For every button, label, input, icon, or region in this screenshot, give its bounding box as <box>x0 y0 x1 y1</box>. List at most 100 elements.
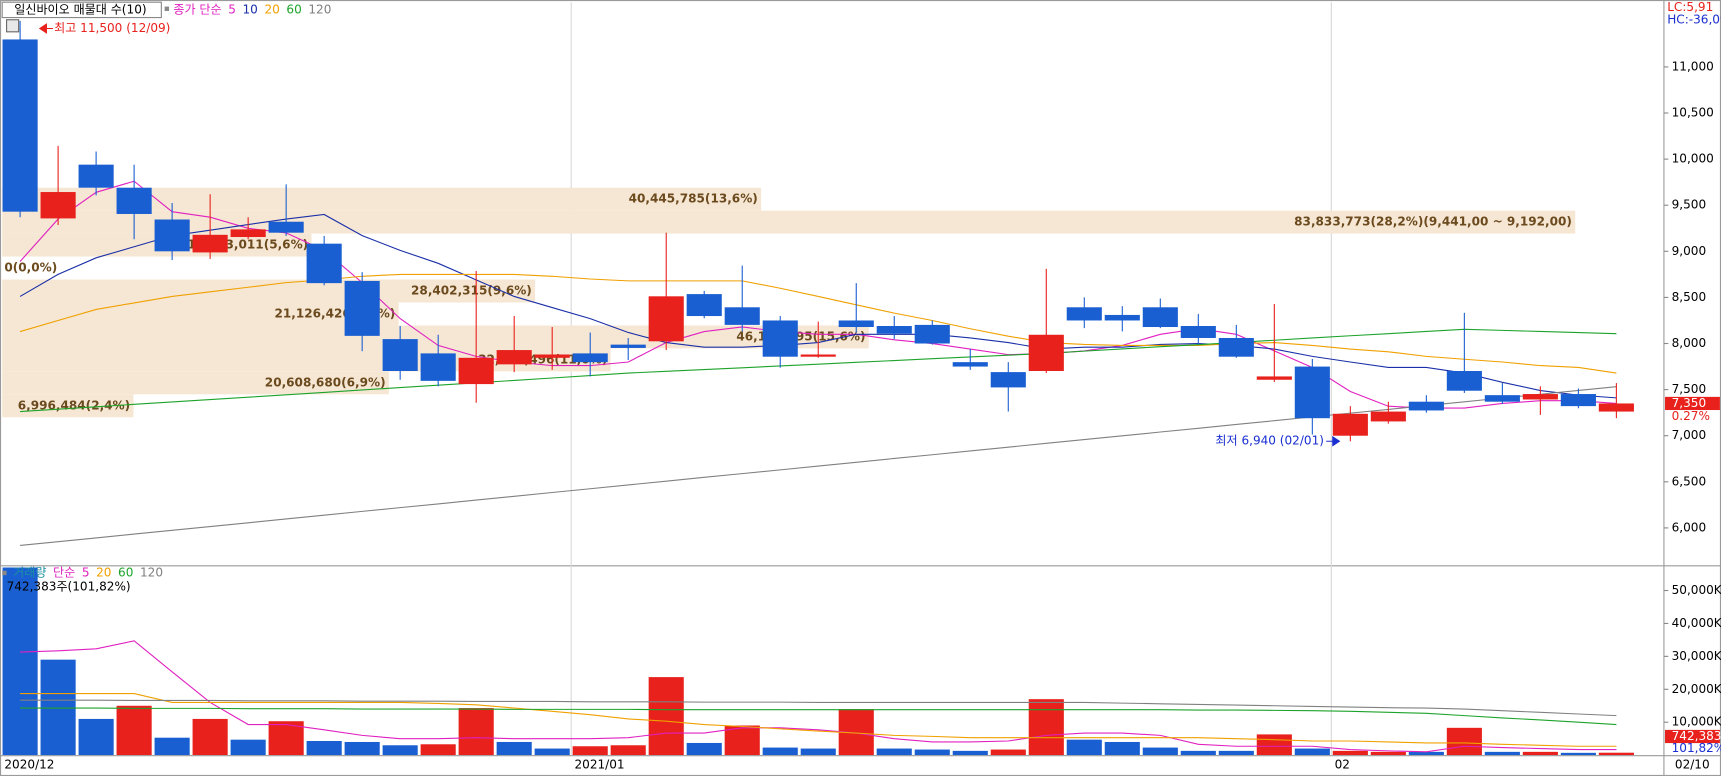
volume-bar <box>876 748 912 756</box>
candle-body <box>610 344 646 348</box>
legend-entry: 10 <box>243 2 258 16</box>
chart-title: 일신바이오 매물대 수(10) <box>14 2 146 16</box>
candle-body <box>1028 334 1064 371</box>
volume-bar <box>154 737 190 756</box>
volume-bar <box>800 748 836 756</box>
volume-average-line <box>20 640 1617 753</box>
volume-bar <box>1218 750 1254 756</box>
y-tick-label: 6,500 <box>1672 474 1707 488</box>
candle-body <box>154 219 190 252</box>
volume-bar <box>192 718 228 756</box>
candle-body <box>800 354 836 357</box>
candle-body <box>990 372 1026 388</box>
y-tick-label: 40,000K <box>1672 616 1721 630</box>
volume-profile-label: 0(0,0%) <box>4 261 57 275</box>
volume-bar <box>1408 751 1444 756</box>
volume-bar <box>1104 741 1140 756</box>
candle-body <box>458 357 494 385</box>
last-price-label: 7,350 <box>1672 396 1707 410</box>
legend-entry: 20 <box>264 2 279 16</box>
candle-body <box>686 294 722 317</box>
legend-entry: 종가 단순 <box>173 2 221 16</box>
low-arrow <box>1326 435 1341 447</box>
volume-profile-band <box>2 348 611 372</box>
legend-entry: 단순 <box>53 565 75 579</box>
volume-bar <box>1028 699 1064 756</box>
volume-bar <box>724 725 760 756</box>
candle-body <box>78 164 114 188</box>
legend-entry: 거래량 <box>13 565 46 579</box>
volume-bar <box>382 745 418 756</box>
volume-bar <box>1484 751 1520 756</box>
candle-body <box>306 243 342 284</box>
candle-body <box>1104 314 1140 321</box>
candle-body <box>496 350 532 365</box>
legend-entry: 120 <box>308 2 331 16</box>
title-box <box>1 1 162 19</box>
candle-body <box>1484 395 1520 402</box>
candle-body <box>1408 401 1444 411</box>
last-price-tag <box>1665 396 1720 411</box>
candle-body <box>2 39 38 212</box>
volume-bar <box>1598 752 1634 756</box>
x-tick-label: 2020/12 <box>4 758 54 772</box>
candle-body <box>116 187 152 214</box>
volume-bar <box>534 748 570 756</box>
volume-info-label: 742,383주(101,82%) <box>7 580 131 594</box>
candle-body <box>192 234 228 253</box>
last-volume-tag <box>1665 729 1720 744</box>
volume-profile-label: 40,445,785(13,6%) <box>629 192 758 206</box>
y-tick-label: 9,500 <box>1672 198 1707 212</box>
last-volume-label: 742,383 <box>1672 729 1721 743</box>
lc-label: LC:5,91 <box>1667 0 1713 14</box>
legend-entry: 60 <box>286 2 301 16</box>
volume-bar <box>1256 734 1292 756</box>
candle-body <box>1446 370 1482 391</box>
volume-bar <box>914 749 950 756</box>
volume-bar <box>1066 739 1102 756</box>
volume-profile-band <box>2 279 536 303</box>
volume-bar <box>344 741 380 756</box>
volume-bar <box>648 677 684 756</box>
candle-body <box>838 320 874 328</box>
volume-pane <box>2 567 1634 756</box>
y-tick-label: 7,000 <box>1672 428 1707 442</box>
legend-entry: 120 <box>140 565 163 579</box>
y-tick-label: 9,000 <box>1672 244 1707 258</box>
low-label: 최저 6,940 (02/01) <box>1215 434 1324 448</box>
volume-average-line <box>20 707 1617 726</box>
candle-body <box>1218 337 1254 357</box>
y-tick-label: 11,000 <box>1672 59 1714 73</box>
y-tick-label: 10,000K <box>1672 715 1721 729</box>
x-tick-label: 02/10 <box>1675 758 1710 772</box>
moving-average-line <box>20 328 1617 413</box>
volume-average-line <box>20 693 1617 747</box>
volume-bar <box>1294 748 1330 756</box>
candle-body <box>914 324 950 344</box>
candle-body <box>876 326 912 334</box>
volume-bar <box>610 745 646 756</box>
y-tick-label: 7,500 <box>1672 382 1707 396</box>
y-tick-label: 10,000 <box>1672 152 1714 166</box>
tool-icon[interactable] <box>6 19 20 33</box>
volume-bar <box>990 749 1026 756</box>
x-tick-label: 02 <box>1335 758 1350 772</box>
volume-bar <box>420 744 456 756</box>
legend-entry: 5 <box>82 565 90 579</box>
candle-body <box>1560 394 1596 407</box>
candle-body <box>1598 403 1634 412</box>
y-tick-label: 30,000K <box>1672 649 1721 663</box>
volume-profile-band <box>2 210 1576 234</box>
legend-entry: 20 <box>96 565 111 579</box>
price-pane: 40,445,785(13,6%) 83,833,773(28,2%)(9,441… <box>2 20 1634 546</box>
volume-profile-label: 83,833,773(28,2%)(9,441,00 ~ 9,192,00) <box>1294 215 1572 229</box>
legend-entry: 60 <box>118 565 133 579</box>
candle-body <box>382 339 418 371</box>
volume-average-line <box>20 699 1617 717</box>
candle-body <box>40 192 76 219</box>
candle-body <box>1142 307 1178 328</box>
volume-bar <box>1370 751 1406 756</box>
candle-body <box>1332 413 1368 436</box>
volume-bar <box>572 746 608 756</box>
volume-profile-label: 28,402,315(9,6%) <box>411 284 532 298</box>
